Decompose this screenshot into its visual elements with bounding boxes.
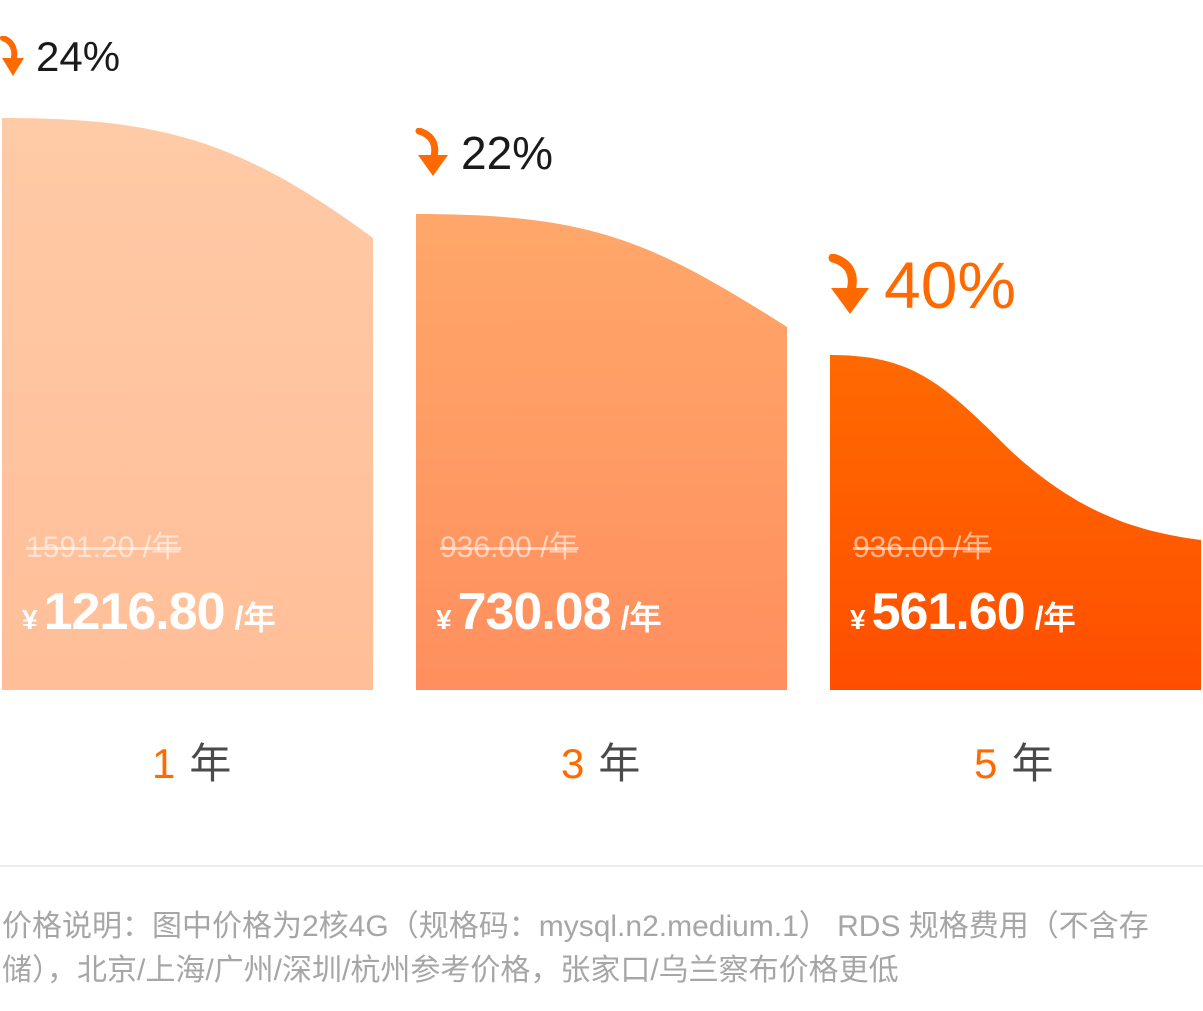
price-chart bbox=[2, 118, 1201, 690]
price-footnote: 价格说明：图中价格为2核4G（规格码：mysql.n2.medium.1） RD… bbox=[2, 910, 1149, 987]
down-arrow-icon bbox=[828, 254, 869, 314]
price-unit: /年 bbox=[620, 600, 662, 636]
price-amount: 561.60 bbox=[871, 583, 1026, 641]
price-1: ¥ 1216.80 /年 bbox=[22, 582, 275, 642]
bar-3-year bbox=[416, 214, 787, 690]
term-unit: 年 bbox=[1011, 740, 1054, 787]
discount-percent: 22% bbox=[461, 127, 554, 179]
currency-symbol: ¥ bbox=[436, 604, 452, 635]
original-price-3: 936.00 /年 bbox=[440, 531, 579, 564]
currency-symbol: ¥ bbox=[22, 604, 38, 635]
discount-label-5: 40% bbox=[828, 252, 1016, 318]
price-unit: /年 bbox=[1034, 600, 1076, 636]
term-unit: 年 bbox=[189, 740, 232, 787]
down-arrow-icon bbox=[0, 36, 24, 76]
original-price-1: 1591.20 /年 bbox=[26, 531, 182, 564]
price-unit: /年 bbox=[234, 600, 276, 636]
divider bbox=[0, 865, 1203, 867]
original-price-5: 936.00 /年 bbox=[853, 531, 992, 564]
down-arrow-icon bbox=[415, 128, 448, 176]
price-amount: 730.08 bbox=[457, 583, 612, 641]
bar-5-year bbox=[830, 355, 1201, 690]
discount-percent: 40% bbox=[884, 248, 1017, 322]
discount-label-1: 24% bbox=[0, 36, 120, 78]
term-unit: 年 bbox=[598, 740, 641, 787]
term-number: 5 bbox=[974, 740, 998, 787]
discount-label-3: 22% bbox=[415, 128, 553, 178]
price-amount: 1216.80 bbox=[43, 583, 226, 641]
currency-symbol: ¥ bbox=[850, 604, 866, 635]
price-5: ¥ 561.60 /年 bbox=[850, 582, 1076, 642]
bar-1-year bbox=[2, 118, 373, 690]
price-3: ¥ 730.08 /年 bbox=[436, 582, 662, 642]
term-number: 3 bbox=[561, 740, 585, 787]
discount-percent: 24% bbox=[36, 33, 121, 80]
term-number: 1 bbox=[152, 740, 176, 787]
